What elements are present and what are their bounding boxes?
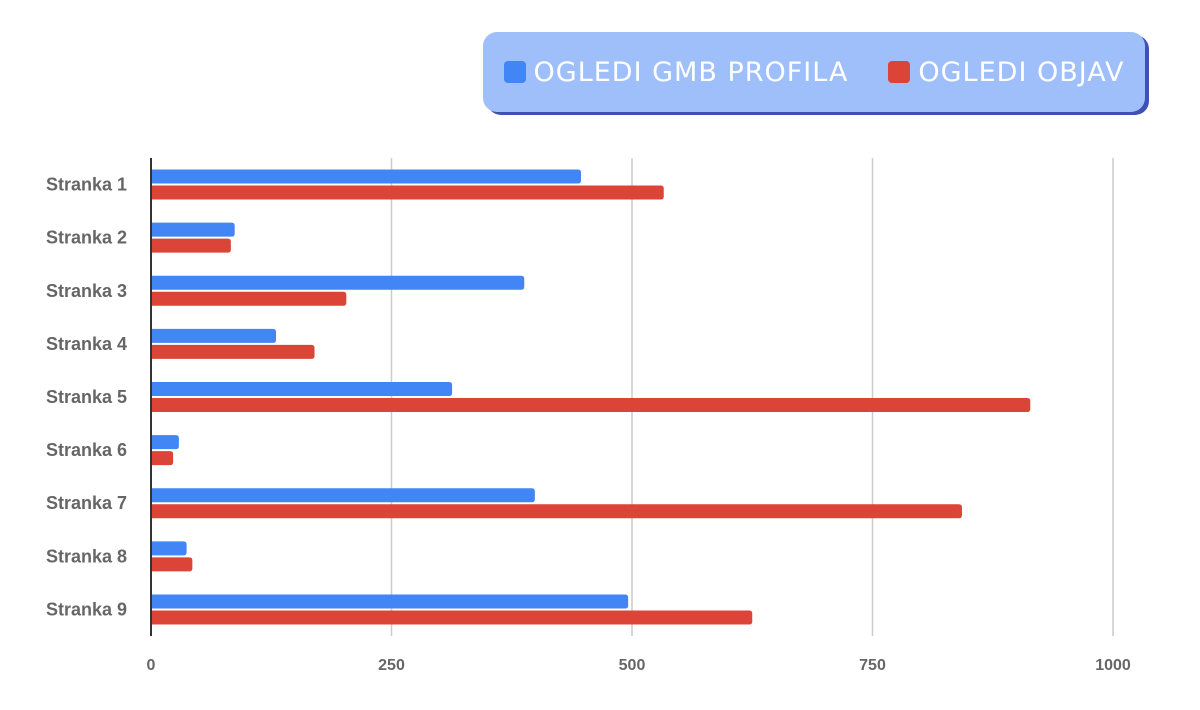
- category-label: Stranka 3: [46, 281, 127, 301]
- x-tick-label: 0: [147, 657, 156, 674]
- bar-gmb: [151, 594, 629, 609]
- category-label: Stranka 6: [46, 440, 127, 460]
- bar-gmb: [151, 328, 277, 343]
- bar-objav: [151, 610, 753, 625]
- category-label: Stranka 9: [46, 599, 127, 619]
- category-label: Stranka 4: [46, 334, 127, 354]
- bar-objav: [151, 504, 962, 519]
- bar-gmb: [151, 488, 535, 503]
- category-label: Stranka 7: [46, 493, 127, 513]
- bar-objav: [151, 238, 231, 253]
- category-label: Stranka 5: [46, 387, 127, 407]
- bar-objav: [151, 344, 315, 359]
- bar-objav: [151, 185, 664, 200]
- x-tick-label: 1000: [1095, 657, 1131, 674]
- category-label: Stranka 1: [46, 175, 127, 195]
- bar-objav: [151, 451, 174, 466]
- bar-objav: [151, 398, 1031, 412]
- bar-gmb: [151, 435, 179, 450]
- bar-gmb: [151, 275, 525, 290]
- category-label: Stranka 2: [46, 228, 127, 248]
- legend-label-gmb: OGLEDI GMB PROFILA: [533, 56, 849, 88]
- x-tick-label: 500: [619, 657, 646, 674]
- x-tick-label: 250: [378, 657, 405, 674]
- bar-gmb: [151, 169, 582, 184]
- legend-swatch-gmb: [503, 61, 526, 83]
- legend-box: OGLEDI GMB PROFILA OGLEDI OBJAV: [483, 32, 1145, 112]
- category-label: Stranka 8: [46, 546, 127, 566]
- legend-label-objav: OGLEDI OBJAV: [918, 56, 1125, 88]
- legend-swatch-objav: [888, 61, 911, 83]
- legend: OGLEDI GMB PROFILA OGLEDI OBJAV: [483, 32, 1149, 115]
- legend-item-objav: OGLEDI OBJAV: [888, 57, 1124, 88]
- bar-objav: [151, 291, 347, 306]
- bar-objav: [151, 557, 193, 572]
- legend-item-gmb: OGLEDI GMB PROFILA: [503, 56, 849, 88]
- bar-gmb: [151, 382, 453, 396]
- bar-gmb: [151, 222, 235, 237]
- x-tick-label: 750: [859, 657, 886, 674]
- bar-gmb: [151, 541, 187, 556]
